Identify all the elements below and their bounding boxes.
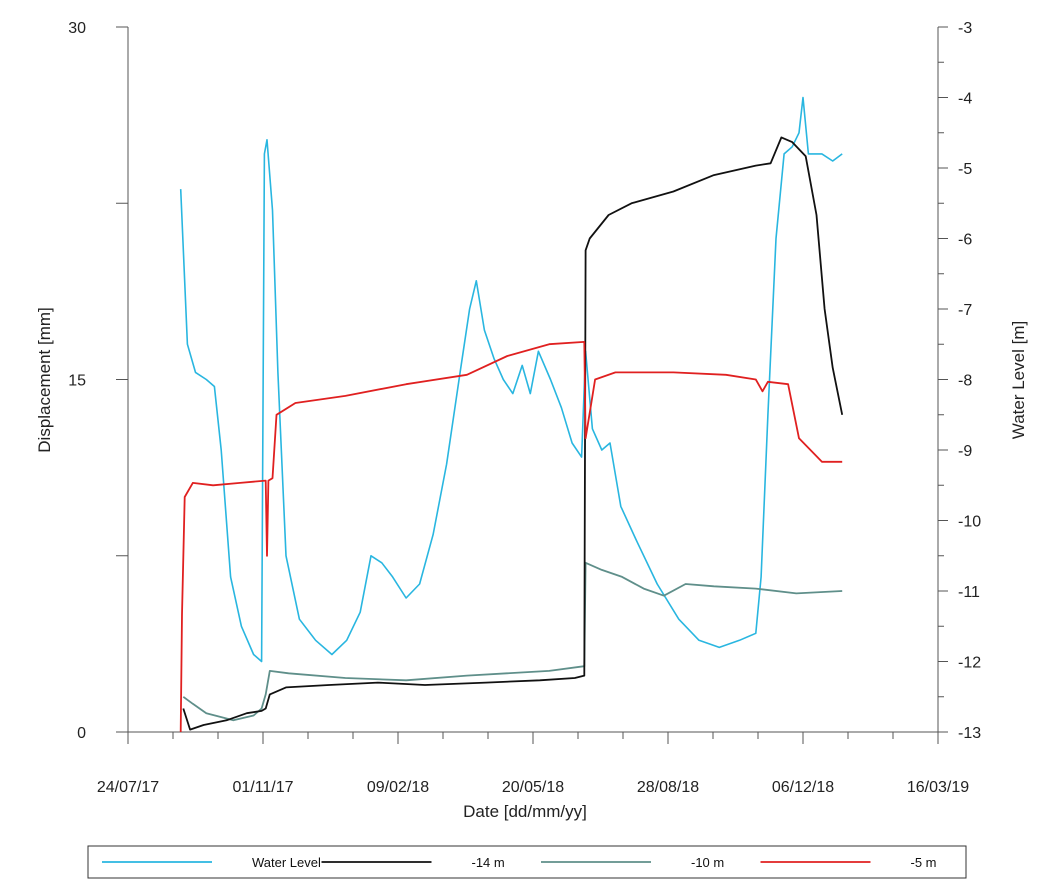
x-tick-label: 16/03/19	[907, 779, 969, 796]
y-right-tick-label: -3	[958, 20, 972, 37]
series-line-10-m	[182, 561, 843, 722]
chart-axes: 0 15 30 -13 -12 -11 -10 -9 -8 -7 -6 -5 -4 -3 24/07/17 0…	[68, 20, 981, 796]
y-axis-left-title: Displacement [mm]	[35, 307, 54, 452]
x-axis-title: Date [dd/mm/yy]	[463, 802, 587, 821]
y-right-tick-label: -13	[958, 725, 981, 742]
x-tick-label: 06/12/18	[772, 779, 834, 796]
x-tick-label: 01/11/17	[232, 779, 293, 796]
y-right-tick-label: -7	[958, 302, 972, 319]
x-tick-label: 20/05/18	[502, 779, 564, 796]
y-right-tick-label: -6	[958, 232, 972, 249]
y-left-tick-label: 0	[77, 725, 86, 742]
legend-label: Water Level	[252, 855, 321, 870]
x-tick-label: 09/02/18	[367, 779, 429, 796]
series-line-14-m	[182, 136, 844, 731]
y-right-tick-label: -4	[958, 91, 972, 108]
legend-label: -5 m	[911, 855, 937, 870]
y-right-tick-label: -9	[958, 443, 972, 460]
chart-legend: Water Level -14 m -10 m -5 m	[87, 845, 967, 879]
y-right-tick-label: -10	[958, 514, 981, 531]
y-right-tick-label: -5	[958, 161, 972, 178]
series-line-water-level	[179, 96, 843, 663]
legend-label: -14 m	[472, 855, 505, 870]
y-right-tick-label: -12	[958, 655, 981, 672]
y-right-tick-label: -11	[958, 584, 980, 601]
y-left-tick-label: 30	[68, 20, 86, 37]
x-tick-label: 28/08/18	[637, 779, 699, 796]
series-layer	[179, 96, 844, 733]
legend-label: -10 m	[691, 855, 724, 870]
x-tick-label: 24/07/17	[97, 779, 159, 796]
series-line-5-m	[179, 341, 843, 733]
y-right-tick-label: -8	[958, 373, 972, 390]
y-axis-right-title: Water Level [m]	[1009, 321, 1028, 439]
y-left-tick-label: 15	[68, 373, 86, 390]
